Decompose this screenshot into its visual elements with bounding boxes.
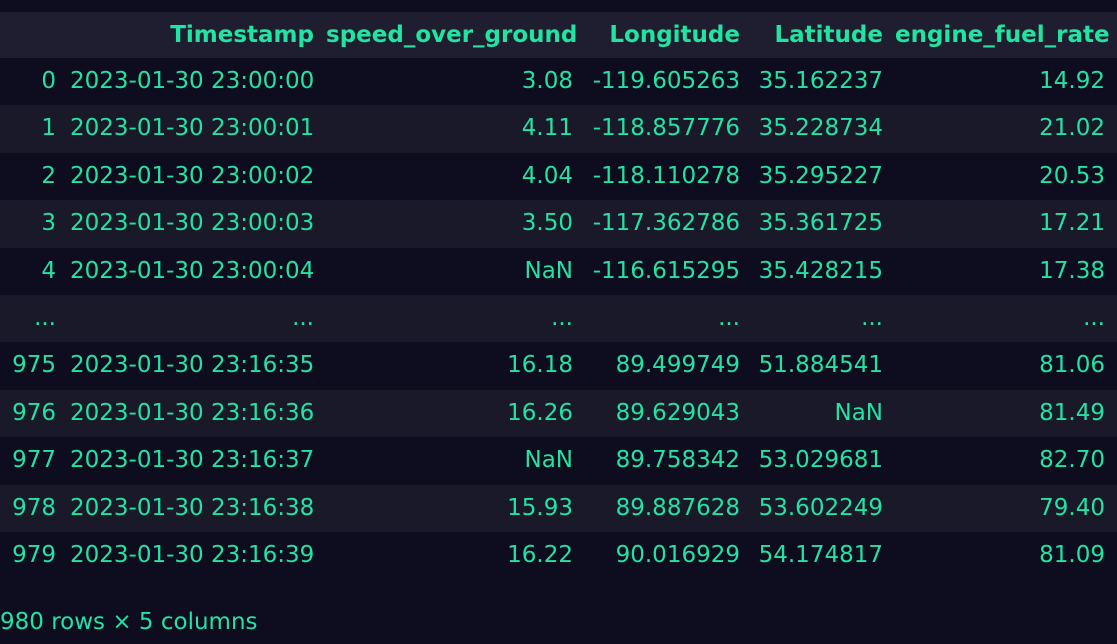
cell-longitude: -118.110278 — [592, 162, 740, 189]
cell-latitude: 35.361725 — [758, 210, 883, 237]
row-index: 977 — [12, 447, 56, 474]
cell-latitude: ... — [861, 305, 883, 332]
table-row: 0 2023-01-30 23:00:00 3.08 -119.605263 3… — [0, 58, 1117, 106]
table-header: Timestamp speed_over_ground Longitude La… — [0, 12, 1117, 58]
table-row: 1 2023-01-30 23:00:01 4.11 -118.857776 3… — [0, 105, 1117, 153]
cell-speed-over-ground: 4.04 — [521, 162, 573, 189]
column-header-timestamp: Timestamp — [170, 22, 314, 48]
cell-latitude: 54.174817 — [758, 542, 883, 569]
cell-timestamp: 2023-01-30 23:16:35 — [70, 352, 315, 379]
cell-speed-over-ground: 3.08 — [521, 68, 573, 94]
column-header-engine-fuel-rate: engine_fuel_rate — [895, 22, 1110, 48]
cell-latitude: 51.884541 — [758, 352, 883, 379]
cell-engine-fuel-rate: 79.40 — [1039, 494, 1105, 521]
cell-longitude: 89.758342 — [615, 447, 740, 474]
cell-longitude: -119.605263 — [592, 68, 740, 94]
cell-timestamp: 2023-01-30 23:16:36 — [70, 399, 315, 426]
column-header-speed-over-ground: speed_over_ground — [326, 22, 578, 48]
table-row: 3 2023-01-30 23:00:03 3.50 -117.362786 3… — [0, 200, 1117, 248]
cell-latitude: 35.428215 — [758, 257, 883, 284]
cell-engine-fuel-rate: 82.70 — [1039, 447, 1105, 474]
row-index: 978 — [12, 494, 56, 521]
cell-engine-fuel-rate: 17.21 — [1039, 210, 1105, 237]
cell-latitude: NaN — [834, 399, 883, 426]
cell-latitude: 35.228734 — [758, 115, 883, 142]
cell-speed-over-ground: 15.93 — [507, 494, 573, 521]
cell-speed-over-ground: 4.11 — [521, 115, 573, 142]
cell-speed-over-ground: 16.18 — [507, 352, 573, 379]
table-body: 0 2023-01-30 23:00:00 3.08 -119.605263 3… — [0, 58, 1117, 580]
table-row: 975 2023-01-30 23:16:35 16.18 89.499749 … — [0, 342, 1117, 390]
cell-timestamp: 2023-01-30 23:00:04 — [70, 257, 315, 284]
table-row: 2 2023-01-30 23:00:02 4.04 -118.110278 3… — [0, 152, 1117, 201]
row-index: 976 — [12, 399, 56, 426]
cell-engine-fuel-rate: 20.53 — [1039, 162, 1105, 189]
row-index: 3 — [41, 210, 56, 237]
cell-engine-fuel-rate: 17.38 — [1039, 257, 1105, 284]
row-index: 4 — [41, 257, 56, 284]
cell-longitude: 89.499749 — [615, 352, 740, 379]
cell-timestamp: ... — [292, 305, 314, 332]
column-header-longitude: Longitude — [609, 22, 740, 48]
column-header-index — [0, 12, 70, 58]
cell-longitude: 89.887628 — [615, 494, 740, 521]
cell-latitude: 53.029681 — [758, 447, 883, 474]
row-index: 2 — [41, 162, 56, 189]
cell-longitude: -117.362786 — [592, 210, 740, 237]
table-row: 979 2023-01-30 23:16:39 16.22 90.016929 … — [0, 532, 1117, 580]
table-row: 978 2023-01-30 23:16:38 15.93 89.887628 … — [0, 484, 1117, 533]
table-row: 4 2023-01-30 23:00:04 NaN -116.615295 35… — [0, 247, 1117, 296]
cell-timestamp: 2023-01-30 23:00:03 — [70, 210, 315, 237]
cell-longitude: -116.615295 — [592, 257, 740, 284]
cell-timestamp: 2023-01-30 23:16:39 — [70, 542, 315, 569]
cell-longitude: ... — [718, 305, 740, 332]
row-index: 979 — [12, 542, 56, 569]
cell-engine-fuel-rate: ... — [1083, 305, 1105, 332]
cell-speed-over-ground: 16.26 — [507, 399, 573, 426]
cell-timestamp: 2023-01-30 23:16:37 — [70, 447, 315, 474]
cell-timestamp: 2023-01-30 23:00:01 — [70, 115, 315, 142]
cell-speed-over-ground: 16.22 — [507, 542, 573, 569]
row-index: 975 — [12, 352, 56, 379]
cell-longitude: -118.857776 — [592, 115, 740, 142]
cell-latitude: 35.162237 — [758, 68, 883, 94]
row-index: 1 — [41, 115, 56, 142]
table-row: 977 2023-01-30 23:16:37 NaN 89.758342 53… — [0, 437, 1117, 485]
cell-engine-fuel-rate: 21.02 — [1039, 115, 1105, 142]
cell-engine-fuel-rate: 14.92 — [1039, 68, 1105, 94]
cell-latitude: 53.602249 — [758, 494, 883, 521]
table-summary: 980 rows × 5 columns — [0, 609, 258, 635]
column-header-latitude: Latitude — [774, 22, 884, 48]
cell-speed-over-ground: NaN — [524, 447, 573, 474]
cell-engine-fuel-rate: 81.49 — [1039, 399, 1105, 426]
cell-speed-over-ground: ... — [551, 305, 573, 332]
cell-timestamp: 2023-01-30 23:00:00 — [70, 68, 315, 94]
dataframe-table: Timestamp speed_over_ground Longitude La… — [0, 12, 1117, 580]
cell-timestamp: 2023-01-30 23:16:38 — [70, 494, 315, 521]
table-row: 976 2023-01-30 23:16:36 16.26 89.629043 … — [0, 389, 1117, 438]
cell-speed-over-ground: 3.50 — [521, 210, 573, 237]
row-index: 0 — [41, 68, 56, 94]
row-index: ... — [34, 305, 56, 332]
cell-longitude: 89.629043 — [615, 399, 740, 426]
cell-timestamp: 2023-01-30 23:00:02 — [70, 162, 315, 189]
cell-speed-over-ground: NaN — [524, 257, 573, 284]
cell-longitude: 90.016929 — [615, 542, 740, 569]
output-top-strip — [0, 0, 1117, 12]
cell-engine-fuel-rate: 81.09 — [1039, 542, 1105, 569]
cell-engine-fuel-rate: 81.06 — [1039, 352, 1105, 379]
cell-latitude: 35.295227 — [758, 162, 883, 189]
header-row: Timestamp speed_over_ground Longitude La… — [0, 12, 1117, 58]
table-row-ellipsis: ... ... ... ... ... ... — [0, 295, 1117, 343]
